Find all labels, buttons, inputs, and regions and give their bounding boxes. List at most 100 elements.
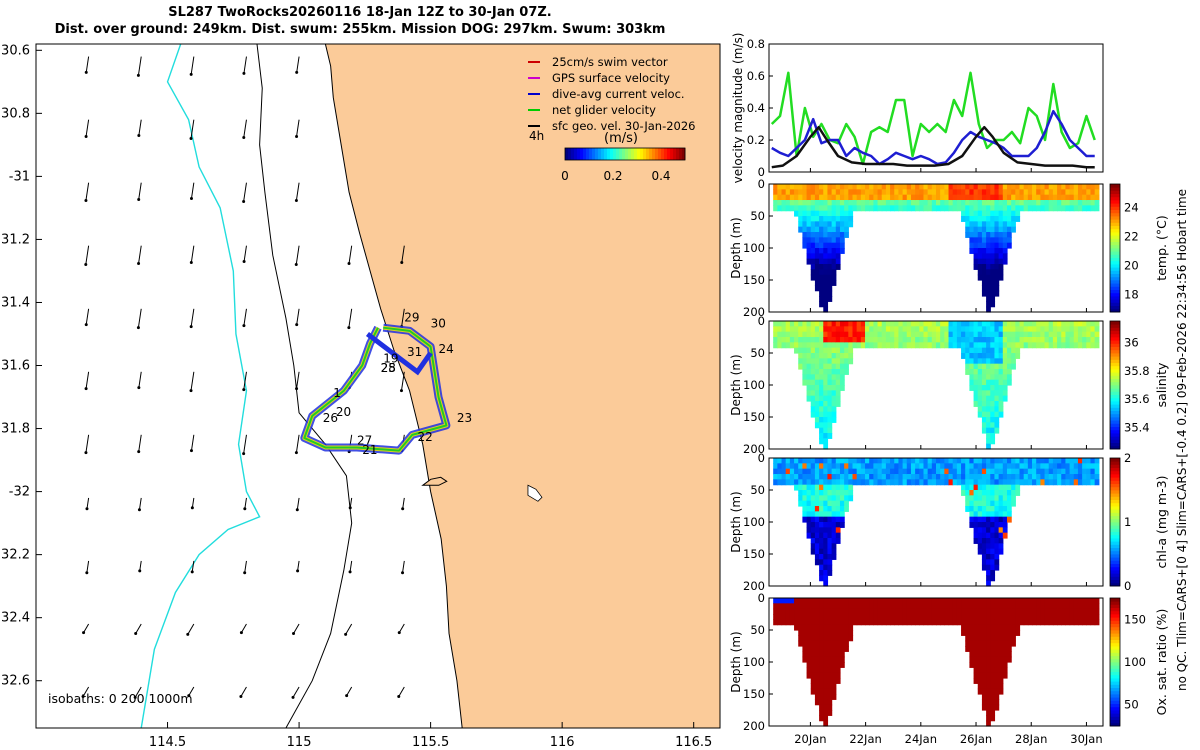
section-cell: [986, 358, 991, 365]
section-cell: [806, 184, 812, 190]
section-cell: [1036, 326, 1041, 333]
colorbar-cell: [628, 148, 632, 160]
section-cell: [965, 363, 970, 370]
section-cell: [839, 522, 845, 528]
section-cell: [1011, 500, 1016, 507]
section-cell: [844, 614, 849, 620]
section-cell: [789, 189, 795, 196]
section-cell: [998, 184, 1004, 190]
section-cell: [969, 630, 975, 636]
colorbar-cell: [1110, 442, 1120, 447]
section-cell: [1011, 598, 1016, 604]
section-cell: [956, 619, 962, 626]
section-cell: [1002, 390, 1008, 397]
section-cell: [1090, 205, 1096, 212]
section-cell: [940, 200, 945, 206]
section-cell: [823, 438, 829, 445]
colorbar-axis-label: temp. (°C): [1154, 215, 1169, 280]
section-cell: [977, 511, 983, 518]
section-cell: [948, 603, 954, 610]
section-cell: [977, 548, 983, 555]
section-cell: [986, 532, 991, 539]
section-cell: [819, 280, 824, 286]
section-cell: [1015, 337, 1021, 343]
section-cell: [835, 253, 841, 260]
time-x-tick-label: 26Jan: [960, 732, 992, 746]
geo-velocity-arrow-head: [239, 631, 243, 635]
section-cell: [965, 205, 970, 212]
section-cell: [831, 598, 837, 604]
section-cell: [831, 200, 837, 206]
section-cell: [910, 326, 916, 333]
section-cell: [814, 672, 820, 679]
section-cell: [827, 194, 833, 201]
section-cell: [823, 374, 829, 381]
section-cell: [852, 326, 858, 333]
geo-velocity-arrow-head: [294, 198, 298, 202]
section-cell: [823, 564, 829, 571]
section-cell: [965, 326, 970, 333]
section-cell: [860, 205, 866, 212]
section-y-axis-label: Depth (m): [729, 491, 743, 552]
section-cell: [898, 479, 904, 486]
velocity-frame: [768, 43, 1104, 173]
section-cell: [810, 538, 816, 544]
section-cell: [1006, 363, 1012, 370]
section-cell: [1073, 189, 1079, 196]
section-cell: [814, 264, 820, 270]
section-cell: [831, 194, 837, 201]
section-y-axis-label: Depth (m): [729, 631, 743, 692]
section-cell: [819, 527, 824, 534]
section-cell: [890, 189, 895, 196]
section-cell: [1069, 342, 1075, 349]
section-cell: [1006, 598, 1012, 604]
isobath-200m: [256, 43, 353, 729]
section-cell: [839, 624, 845, 631]
section-cell: [773, 603, 778, 610]
section-cell: [944, 463, 950, 470]
colorbar-cell: [583, 148, 587, 160]
section-cell: [835, 646, 841, 652]
section-cell: [969, 651, 975, 658]
section-cell: [810, 253, 816, 260]
section-cell: [1032, 184, 1037, 190]
section-cell: [781, 479, 787, 486]
colorbar-cell: [1110, 544, 1120, 548]
section-cell: [902, 184, 908, 190]
section-cell: [973, 374, 979, 381]
section-cell: [981, 200, 987, 206]
colorbar-cell: [1110, 642, 1120, 647]
section-cell: [998, 326, 1004, 333]
section-cell: [819, 490, 824, 496]
section-cell: [1082, 598, 1087, 604]
section-cell: [819, 216, 824, 222]
section-cell: [1006, 232, 1012, 238]
colorbar-cell: [676, 148, 680, 160]
section-cell: [973, 651, 979, 658]
section-cell: [806, 484, 812, 491]
section-cell: [973, 353, 979, 359]
colorbar-cell: [1110, 630, 1120, 634]
section-cell: [835, 678, 841, 684]
section-cell: [1057, 619, 1062, 626]
section-cell: [839, 598, 845, 604]
section-cell: [819, 326, 824, 333]
section-cell: [881, 468, 887, 475]
section-cell: [823, 479, 829, 486]
section-cell: [810, 242, 816, 249]
section-cell: [835, 337, 841, 343]
section-cell: [794, 614, 799, 620]
section-cell: [1057, 458, 1062, 464]
colorbar-tick-label: 1: [1124, 515, 1131, 529]
section-cell: [806, 506, 812, 512]
section-cell: [823, 326, 829, 333]
section-cell: [814, 369, 820, 375]
section-cell: [1002, 522, 1008, 528]
section-cell: [973, 194, 979, 201]
section-cell: [827, 630, 833, 636]
section-cell: [777, 468, 783, 475]
section-cell: [839, 656, 845, 663]
section-cell: [823, 548, 829, 555]
section-cell: [969, 468, 975, 475]
section-cell: [981, 411, 987, 418]
